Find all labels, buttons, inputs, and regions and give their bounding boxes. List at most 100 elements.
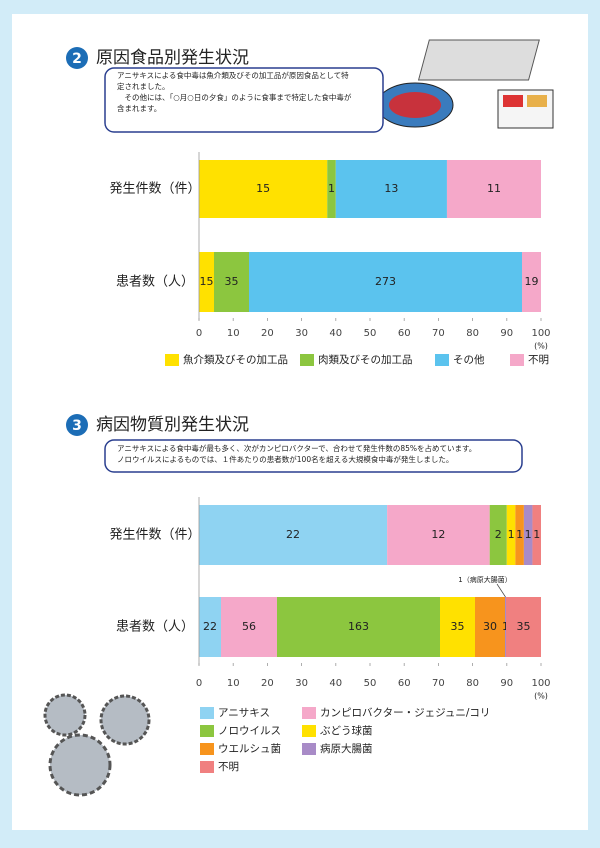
legend-swatch — [165, 354, 179, 366]
value-label: 13 — [384, 182, 398, 195]
bar-segment — [335, 160, 447, 218]
x-tick-label: 40 — [329, 678, 342, 689]
x-tick-label: 10 — [227, 678, 240, 689]
legend-label: アニサキス — [218, 707, 270, 719]
legend-swatch — [435, 354, 449, 366]
panel — [12, 14, 588, 830]
bar-segment — [532, 505, 541, 565]
value-label: 22 — [286, 528, 300, 541]
section-number: 2 — [72, 51, 82, 67]
row-label: 発生件数（件） — [109, 182, 200, 197]
x-tick-label: 20 — [261, 328, 274, 339]
x-tick-label: 100 — [531, 328, 550, 339]
legend-swatch — [510, 354, 524, 366]
section-badge — [66, 47, 88, 69]
bar-segment — [221, 597, 277, 657]
bar-segment — [523, 505, 533, 565]
legend-label: 魚介類及びその加工品 — [183, 353, 288, 366]
legend-label: ウエルシュ菌 — [218, 743, 281, 755]
bar-segment — [506, 597, 541, 657]
bar-segment — [440, 597, 475, 657]
value-label: 1 — [328, 182, 335, 195]
legend-label: その他 — [453, 353, 485, 366]
legend-label: 肉類及びその加工品 — [318, 353, 413, 366]
legend-swatch — [300, 354, 314, 366]
section-badge — [66, 414, 88, 436]
x-tick-label: 20 — [261, 678, 274, 689]
value-label: 15 — [256, 182, 270, 195]
x-tick-label: 100 — [531, 678, 550, 689]
value-label: 30 — [483, 620, 497, 633]
legend-swatch — [200, 725, 214, 737]
value-label: 11 — [487, 182, 501, 195]
x-tick-label: 70 — [432, 678, 445, 689]
bar-segment — [199, 252, 214, 312]
note-text: ノロウイルスによるものでは、１件あたりの患者数が100名を超える大規模食中毒が発… — [117, 454, 453, 464]
value-label: 12 — [431, 528, 445, 541]
bar-segment — [277, 597, 440, 657]
x-tick-label: 40 — [329, 328, 342, 339]
value-label: 19 — [525, 275, 539, 288]
bar-segment — [506, 505, 516, 565]
legend-swatch — [200, 761, 214, 773]
value-label: 56 — [242, 620, 256, 633]
x-tick-label: 0 — [196, 328, 202, 339]
x-tick-label: 30 — [295, 328, 308, 339]
row-label: 患者数（人） — [116, 620, 194, 635]
x-tick-label: 50 — [364, 678, 377, 689]
legend-swatch — [302, 725, 316, 737]
x-unit: (%) — [534, 342, 548, 351]
bar-segment — [214, 252, 249, 312]
legend-swatch — [302, 743, 316, 755]
value-label: 2 — [495, 528, 502, 541]
note-box — [104, 67, 384, 133]
value-label: 35 — [517, 620, 531, 633]
section-title: 病因物質別発生状況 — [96, 415, 249, 435]
note-text: アニサキスによる食中毒が最も多く、次がカンピロバクターで、合わせて発生件数の85… — [117, 443, 476, 453]
value-label: 35 — [225, 275, 239, 288]
value-label: 273 — [375, 275, 396, 288]
legend-label: ノロウイルス — [218, 725, 281, 737]
x-tick-label: 90 — [500, 328, 513, 339]
annotation-leader — [496, 583, 506, 598]
x-tick-label: 30 — [295, 678, 308, 689]
bar-segment — [446, 160, 541, 218]
section-number: 3 — [72, 418, 82, 434]
bar-segment — [327, 160, 336, 218]
bar-segment — [475, 597, 505, 657]
value-label: 35 — [451, 620, 465, 633]
value-label: 1 — [533, 528, 540, 541]
note-text: 含まれます。 — [117, 103, 161, 113]
value-label: 1 — [516, 528, 523, 541]
bar-segment — [199, 505, 388, 565]
note-text: その他には、「○月○日の夕食」のように食事まで特定した食中毒が — [117, 92, 352, 102]
bar-segment — [199, 160, 328, 218]
value-label: 15 — [200, 275, 214, 288]
value-label: 22 — [203, 620, 217, 633]
x-tick-label: 10 — [227, 328, 240, 339]
annotation: 1（病原大腸菌） — [458, 575, 511, 584]
legend-label: 不明 — [528, 354, 549, 366]
note-text: 定されました。 — [117, 81, 170, 91]
x-unit: (%) — [534, 692, 548, 701]
bar-segment — [522, 252, 541, 312]
legend-label: ぶどう球菌 — [320, 724, 373, 737]
bar-segment — [505, 597, 506, 657]
x-tick-label: 50 — [364, 328, 377, 339]
legend-swatch — [200, 707, 214, 719]
virus-illustration — [43, 693, 151, 797]
row-label: 患者数（人） — [116, 275, 194, 290]
bar-segment — [249, 252, 522, 312]
note-box — [104, 439, 523, 473]
x-tick-label: 60 — [398, 328, 411, 339]
legend-swatch — [200, 743, 214, 755]
note-text: アニサキスによる食中毒は魚介類及びその加工品が原因食品として特 — [117, 70, 349, 80]
bar-segment — [199, 597, 221, 657]
x-tick-label: 0 — [196, 678, 202, 689]
food-illustration — [376, 39, 554, 129]
value-label: 1 — [525, 528, 532, 541]
x-tick-label: 80 — [466, 328, 479, 339]
legend-label: 不明 — [218, 761, 239, 773]
x-tick-label: 90 — [500, 678, 513, 689]
